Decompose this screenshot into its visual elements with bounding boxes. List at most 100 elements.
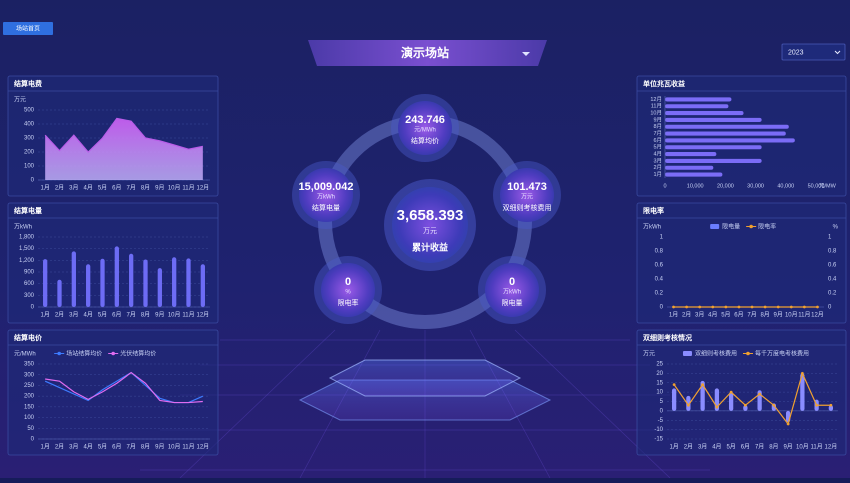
y-tick-label: 500 bbox=[24, 108, 35, 114]
x-tick-label: 1月 bbox=[40, 444, 49, 451]
panel-title: 结算电量 bbox=[13, 206, 42, 215]
bar bbox=[143, 259, 148, 307]
x-tick-label: 7月 bbox=[755, 444, 764, 451]
legend-label: 限电量 bbox=[722, 223, 740, 231]
stat-node bbox=[485, 263, 539, 317]
line-marker bbox=[698, 305, 702, 309]
stat-label: 双细则考核费用 bbox=[503, 203, 552, 212]
y-tick-label: 0 bbox=[31, 305, 35, 311]
area-line bbox=[44, 117, 203, 153]
y-tick-label: 7月 bbox=[653, 130, 662, 137]
bar bbox=[186, 258, 191, 307]
y-tick-label: 600 bbox=[24, 281, 35, 287]
bar bbox=[665, 131, 786, 136]
y-tick-label: 0 bbox=[31, 178, 35, 184]
x-tick-label: 6月 bbox=[112, 185, 121, 192]
y-tick-label: 300 bbox=[24, 293, 35, 299]
y-tick-label: 350 bbox=[24, 362, 35, 368]
stat-node bbox=[299, 168, 353, 222]
line-marker bbox=[737, 305, 741, 309]
x-tick-label: 12月 bbox=[811, 312, 824, 319]
line-marker bbox=[729, 390, 733, 394]
y-tick-label: 5月 bbox=[653, 144, 662, 151]
y-tick-label: -15 bbox=[654, 437, 663, 443]
legend-swatch bbox=[682, 351, 692, 356]
year-select-chevron[interactable] bbox=[834, 50, 841, 55]
y-tick-label: 5 bbox=[660, 399, 664, 405]
area-fill bbox=[45, 118, 203, 180]
panel-title: 限电率 bbox=[643, 206, 664, 215]
y-tick-label: 9月 bbox=[653, 116, 662, 123]
bar bbox=[100, 258, 105, 307]
y-tick-label: 2月 bbox=[653, 164, 662, 171]
stat-label: 结算均价 bbox=[411, 136, 439, 145]
x-tick-label: 3月 bbox=[698, 444, 707, 451]
line-marker bbox=[763, 305, 767, 309]
y-tick-label: 200 bbox=[24, 394, 35, 400]
panel bbox=[636, 329, 847, 456]
stat-label: 限电率 bbox=[338, 298, 359, 307]
x-tick-label: 5月 bbox=[98, 444, 107, 451]
x-tick-label: 4月 bbox=[83, 444, 92, 451]
x-tick-label: 11月 bbox=[811, 444, 823, 451]
y-tick-label: -10 bbox=[654, 427, 663, 433]
y-tick-label: 15 bbox=[656, 380, 663, 386]
x-axis-label: 元/MW bbox=[819, 182, 837, 189]
line-marker bbox=[816, 305, 819, 309]
legend-swatch-dot bbox=[57, 351, 61, 356]
x-tick-label: 11月 bbox=[182, 185, 194, 192]
line-marker bbox=[800, 371, 804, 375]
panel bbox=[7, 329, 219, 456]
stat-node bbox=[398, 101, 452, 155]
panel bbox=[636, 75, 847, 197]
bar bbox=[665, 97, 732, 102]
bar bbox=[665, 124, 789, 129]
y-tick-label: 10 bbox=[656, 390, 663, 396]
line-marker bbox=[758, 392, 762, 396]
line-marker bbox=[815, 403, 819, 407]
y-tick-label: 0.8 bbox=[655, 249, 664, 255]
bar bbox=[671, 388, 677, 411]
station-title[interactable]: 演示场站 bbox=[401, 45, 449, 60]
year-select[interactable] bbox=[781, 43, 846, 61]
total-unit: 万元 bbox=[423, 227, 437, 235]
stat-value: 0 bbox=[345, 276, 351, 288]
x-tick-label: 5月 bbox=[721, 312, 730, 319]
x-tick-label: 9月 bbox=[155, 185, 164, 192]
y-tick-label: 0 bbox=[660, 408, 664, 414]
title-banner[interactable] bbox=[308, 40, 547, 66]
y-axis-label: 元/MWh bbox=[14, 351, 36, 358]
x-tick-label: 4月 bbox=[712, 444, 721, 451]
x-tick-label: 4月 bbox=[83, 312, 92, 319]
x-tick-label: 10,000 bbox=[687, 183, 704, 189]
bar bbox=[665, 138, 795, 143]
y-tick-label: 4月 bbox=[653, 151, 662, 158]
stat-label: 结算电量 bbox=[312, 203, 340, 212]
x-tick-label: 1月 bbox=[40, 185, 49, 192]
title-dropdown-arrow[interactable] bbox=[522, 52, 530, 56]
legend-label: 限电率 bbox=[758, 223, 776, 231]
x-tick-label: 9月 bbox=[783, 444, 792, 451]
x-tick-label: 5月 bbox=[98, 185, 107, 192]
y-tick-label: 6月 bbox=[653, 137, 662, 144]
x-tick-label: 12月 bbox=[825, 444, 838, 451]
x-tick-label: 30,000 bbox=[747, 183, 764, 189]
y2-tick-label: 0.2 bbox=[828, 291, 837, 297]
y2-tick-label: 0.6 bbox=[828, 263, 837, 269]
y-tick-label: 1 bbox=[660, 235, 664, 241]
x-tick-label: 20,000 bbox=[717, 183, 734, 189]
y-tick-label: 0 bbox=[31, 437, 35, 443]
legend-label: 双细则考核费用 bbox=[695, 350, 737, 358]
nav-tab[interactable] bbox=[3, 22, 53, 35]
y-axis-label: 万kWh bbox=[14, 224, 32, 231]
x-tick-label: 40,000 bbox=[777, 183, 794, 189]
total-value: 3,658.393 bbox=[397, 207, 464, 224]
stat-node bbox=[500, 168, 554, 222]
bar bbox=[800, 373, 805, 411]
nav-tab-label[interactable]: 场站首页 bbox=[16, 25, 40, 33]
bar bbox=[665, 111, 744, 116]
x-tick-label: 7月 bbox=[126, 185, 135, 192]
year-select-value[interactable]: 2023 bbox=[788, 49, 804, 56]
x-tick-label: 1月 bbox=[669, 444, 678, 451]
